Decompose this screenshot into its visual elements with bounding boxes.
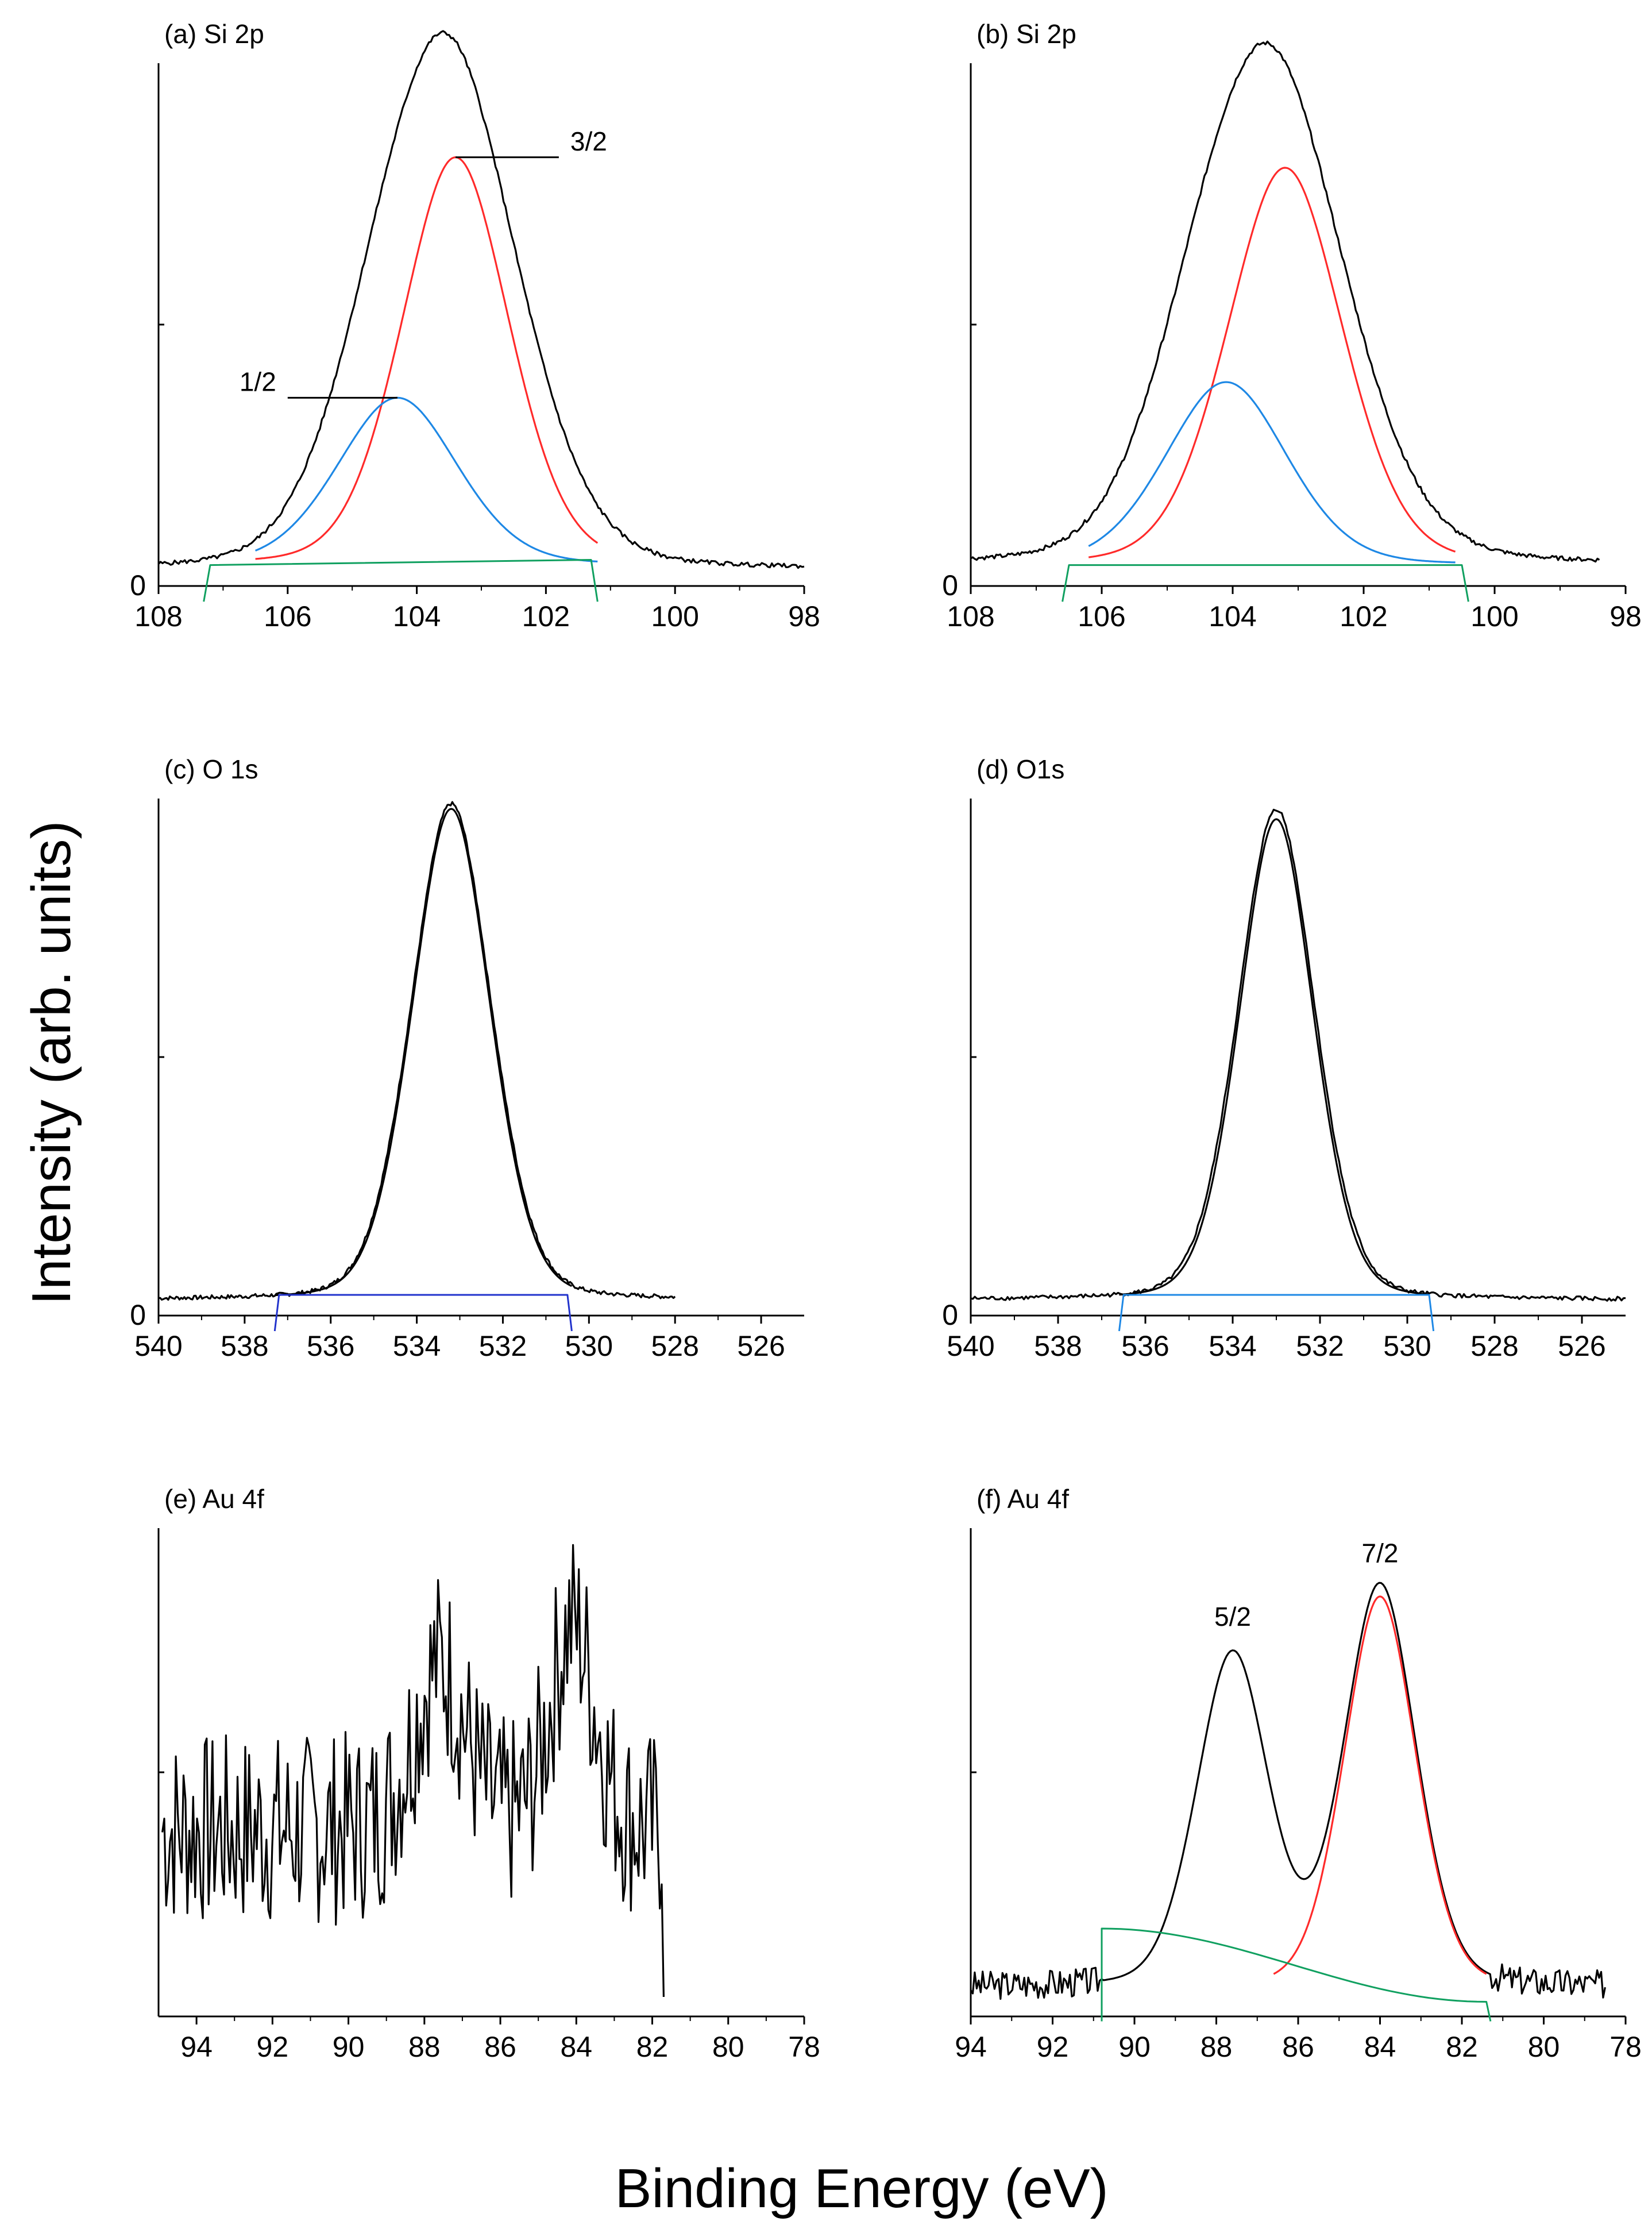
x-axis-title: Binding Energy (eV) <box>615 2158 1109 2219</box>
x-tick-label: 102 <box>522 600 570 633</box>
panel-title: (b) Si 2p <box>976 19 1076 49</box>
x-tick-label: 526 <box>737 1330 785 1362</box>
series-3-2-component <box>1089 167 1456 558</box>
x-tick-label: 540 <box>947 1330 994 1362</box>
x-tick-label: 86 <box>1282 2031 1314 2063</box>
x-tick-label: 532 <box>479 1330 527 1362</box>
x-tick-label: 98 <box>788 600 820 633</box>
panel-title: (a) Si 2p <box>164 19 264 49</box>
x-tick-label: 534 <box>393 1330 441 1362</box>
panel-title: (d) O1s <box>976 754 1064 784</box>
y-axis-title: Intensity (arb. units) <box>21 820 82 1305</box>
x-tick-label: 82 <box>636 2031 669 2063</box>
x-tick-label: 532 <box>1296 1330 1344 1362</box>
x-tick-label: 104 <box>1209 600 1256 633</box>
x-tick-label: 536 <box>307 1330 354 1362</box>
series-envelope <box>970 808 1626 1302</box>
x-tick-label: 528 <box>1470 1330 1518 1362</box>
chart-panel-c: (c) O 1s 540 538 536 534 532 530 528 526 0 <box>130 754 804 1362</box>
y-zero-label: 0 <box>942 569 958 601</box>
series-envelope <box>970 1582 1606 2000</box>
chart-panel-f: (f) Au 4f 94 92 90 88 86 84 82 80 78 5/2 7/2 <box>955 1484 1642 2063</box>
x-tick-label: 88 <box>1201 2031 1233 2063</box>
x-tick-label: 86 <box>484 2031 516 2063</box>
x-tick-label: 84 <box>560 2031 592 2063</box>
chart-panel-d: (d) O1s 540 538 536 534 532 530 528 526 0 <box>942 754 1626 1362</box>
annotation-label: 1/2 <box>240 367 276 396</box>
panel-title: (c) O 1s <box>164 754 258 784</box>
y-zero-label: 0 <box>130 1299 146 1331</box>
x-tick-label: 528 <box>651 1330 698 1362</box>
series-background <box>203 559 599 602</box>
annotation-label: 5/2 <box>1214 1602 1251 1632</box>
x-tick-label: 98 <box>1609 600 1642 633</box>
x-tick-label: 94 <box>180 2031 213 2063</box>
x-tick-label: 104 <box>393 600 441 633</box>
series-1-2-component <box>254 396 598 563</box>
series-background <box>1101 1927 1492 2022</box>
x-tick-label: 90 <box>1118 2031 1151 2063</box>
x-tick-label: 80 <box>712 2031 744 2063</box>
series-background <box>1062 564 1469 602</box>
x-tick-label: 100 <box>1470 600 1518 633</box>
x-tick-label: 88 <box>408 2031 441 2063</box>
chart-panel-e: (e) Au 4f 94 92 90 88 86 84 82 80 78 <box>157 1484 820 2063</box>
x-tick-label: 534 <box>1209 1330 1256 1362</box>
series-1-2-component <box>1088 381 1456 564</box>
chart-panel-a: (a) Si 2p 108 106 104 102 100 98 0 3/2 1/2 <box>130 19 820 633</box>
series-envelope <box>970 40 1600 563</box>
y-zero-label: 0 <box>130 569 146 601</box>
series-7-2-component <box>1273 1595 1487 1975</box>
x-tick-label: 90 <box>333 2031 365 2063</box>
x-tick-label: 94 <box>955 2031 987 2063</box>
annotation-label: 7/2 <box>1362 1538 1399 1568</box>
x-tick-label: 106 <box>264 600 311 633</box>
x-tick-label: 108 <box>134 600 182 633</box>
x-tick-label: 538 <box>1034 1330 1082 1362</box>
panel-title: (e) Au 4f <box>164 1484 264 1514</box>
series-background <box>1118 1294 1435 1332</box>
x-tick-label: 540 <box>134 1330 182 1362</box>
series-noisy-spectrum <box>161 1544 665 1997</box>
series-background <box>273 1294 573 1332</box>
x-tick-label: 80 <box>1528 2031 1560 2063</box>
x-tick-label: 106 <box>1078 600 1125 633</box>
x-tick-label: 78 <box>788 2031 820 2063</box>
x-tick-label: 102 <box>1340 600 1387 633</box>
x-tick-label: 82 <box>1446 2031 1478 2063</box>
series-envelope <box>157 30 805 569</box>
x-tick-label: 530 <box>1383 1330 1431 1362</box>
series-fit <box>1119 818 1430 1296</box>
series-3-2-component <box>255 156 599 560</box>
x-tick-label: 84 <box>1364 2031 1396 2063</box>
y-zero-label: 0 <box>942 1299 958 1331</box>
x-tick-label: 92 <box>1037 2031 1069 2063</box>
x-tick-label: 108 <box>947 600 994 633</box>
x-tick-label: 526 <box>1558 1330 1605 1362</box>
x-tick-label: 100 <box>651 600 698 633</box>
x-tick-label: 92 <box>257 2031 289 2063</box>
series-envelope <box>158 801 676 1301</box>
chart-panel-b: (b) Si 2p 108 106 104 102 100 98 0 <box>942 19 1642 633</box>
x-tick-label: 538 <box>221 1330 268 1362</box>
x-tick-label: 530 <box>565 1330 613 1362</box>
x-tick-label: 536 <box>1121 1330 1169 1362</box>
panel-title: (f) Au 4f <box>976 1484 1069 1514</box>
series-fit <box>275 808 573 1297</box>
annotation-label: 3/2 <box>570 126 607 156</box>
x-tick-label: 78 <box>1609 2031 1642 2063</box>
